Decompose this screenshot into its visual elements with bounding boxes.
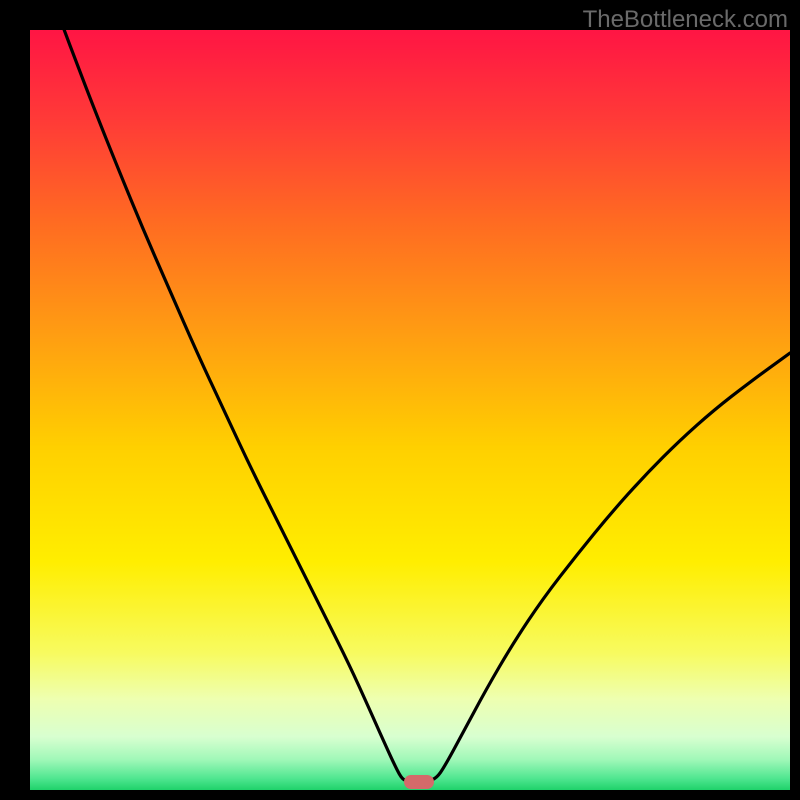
plot-area: [30, 30, 790, 790]
optimal-marker: [404, 775, 434, 789]
curve-path: [64, 30, 790, 781]
bottleneck-curve: [30, 30, 790, 790]
bottleneck-chart: TheBottleneck.com: [0, 0, 800, 800]
